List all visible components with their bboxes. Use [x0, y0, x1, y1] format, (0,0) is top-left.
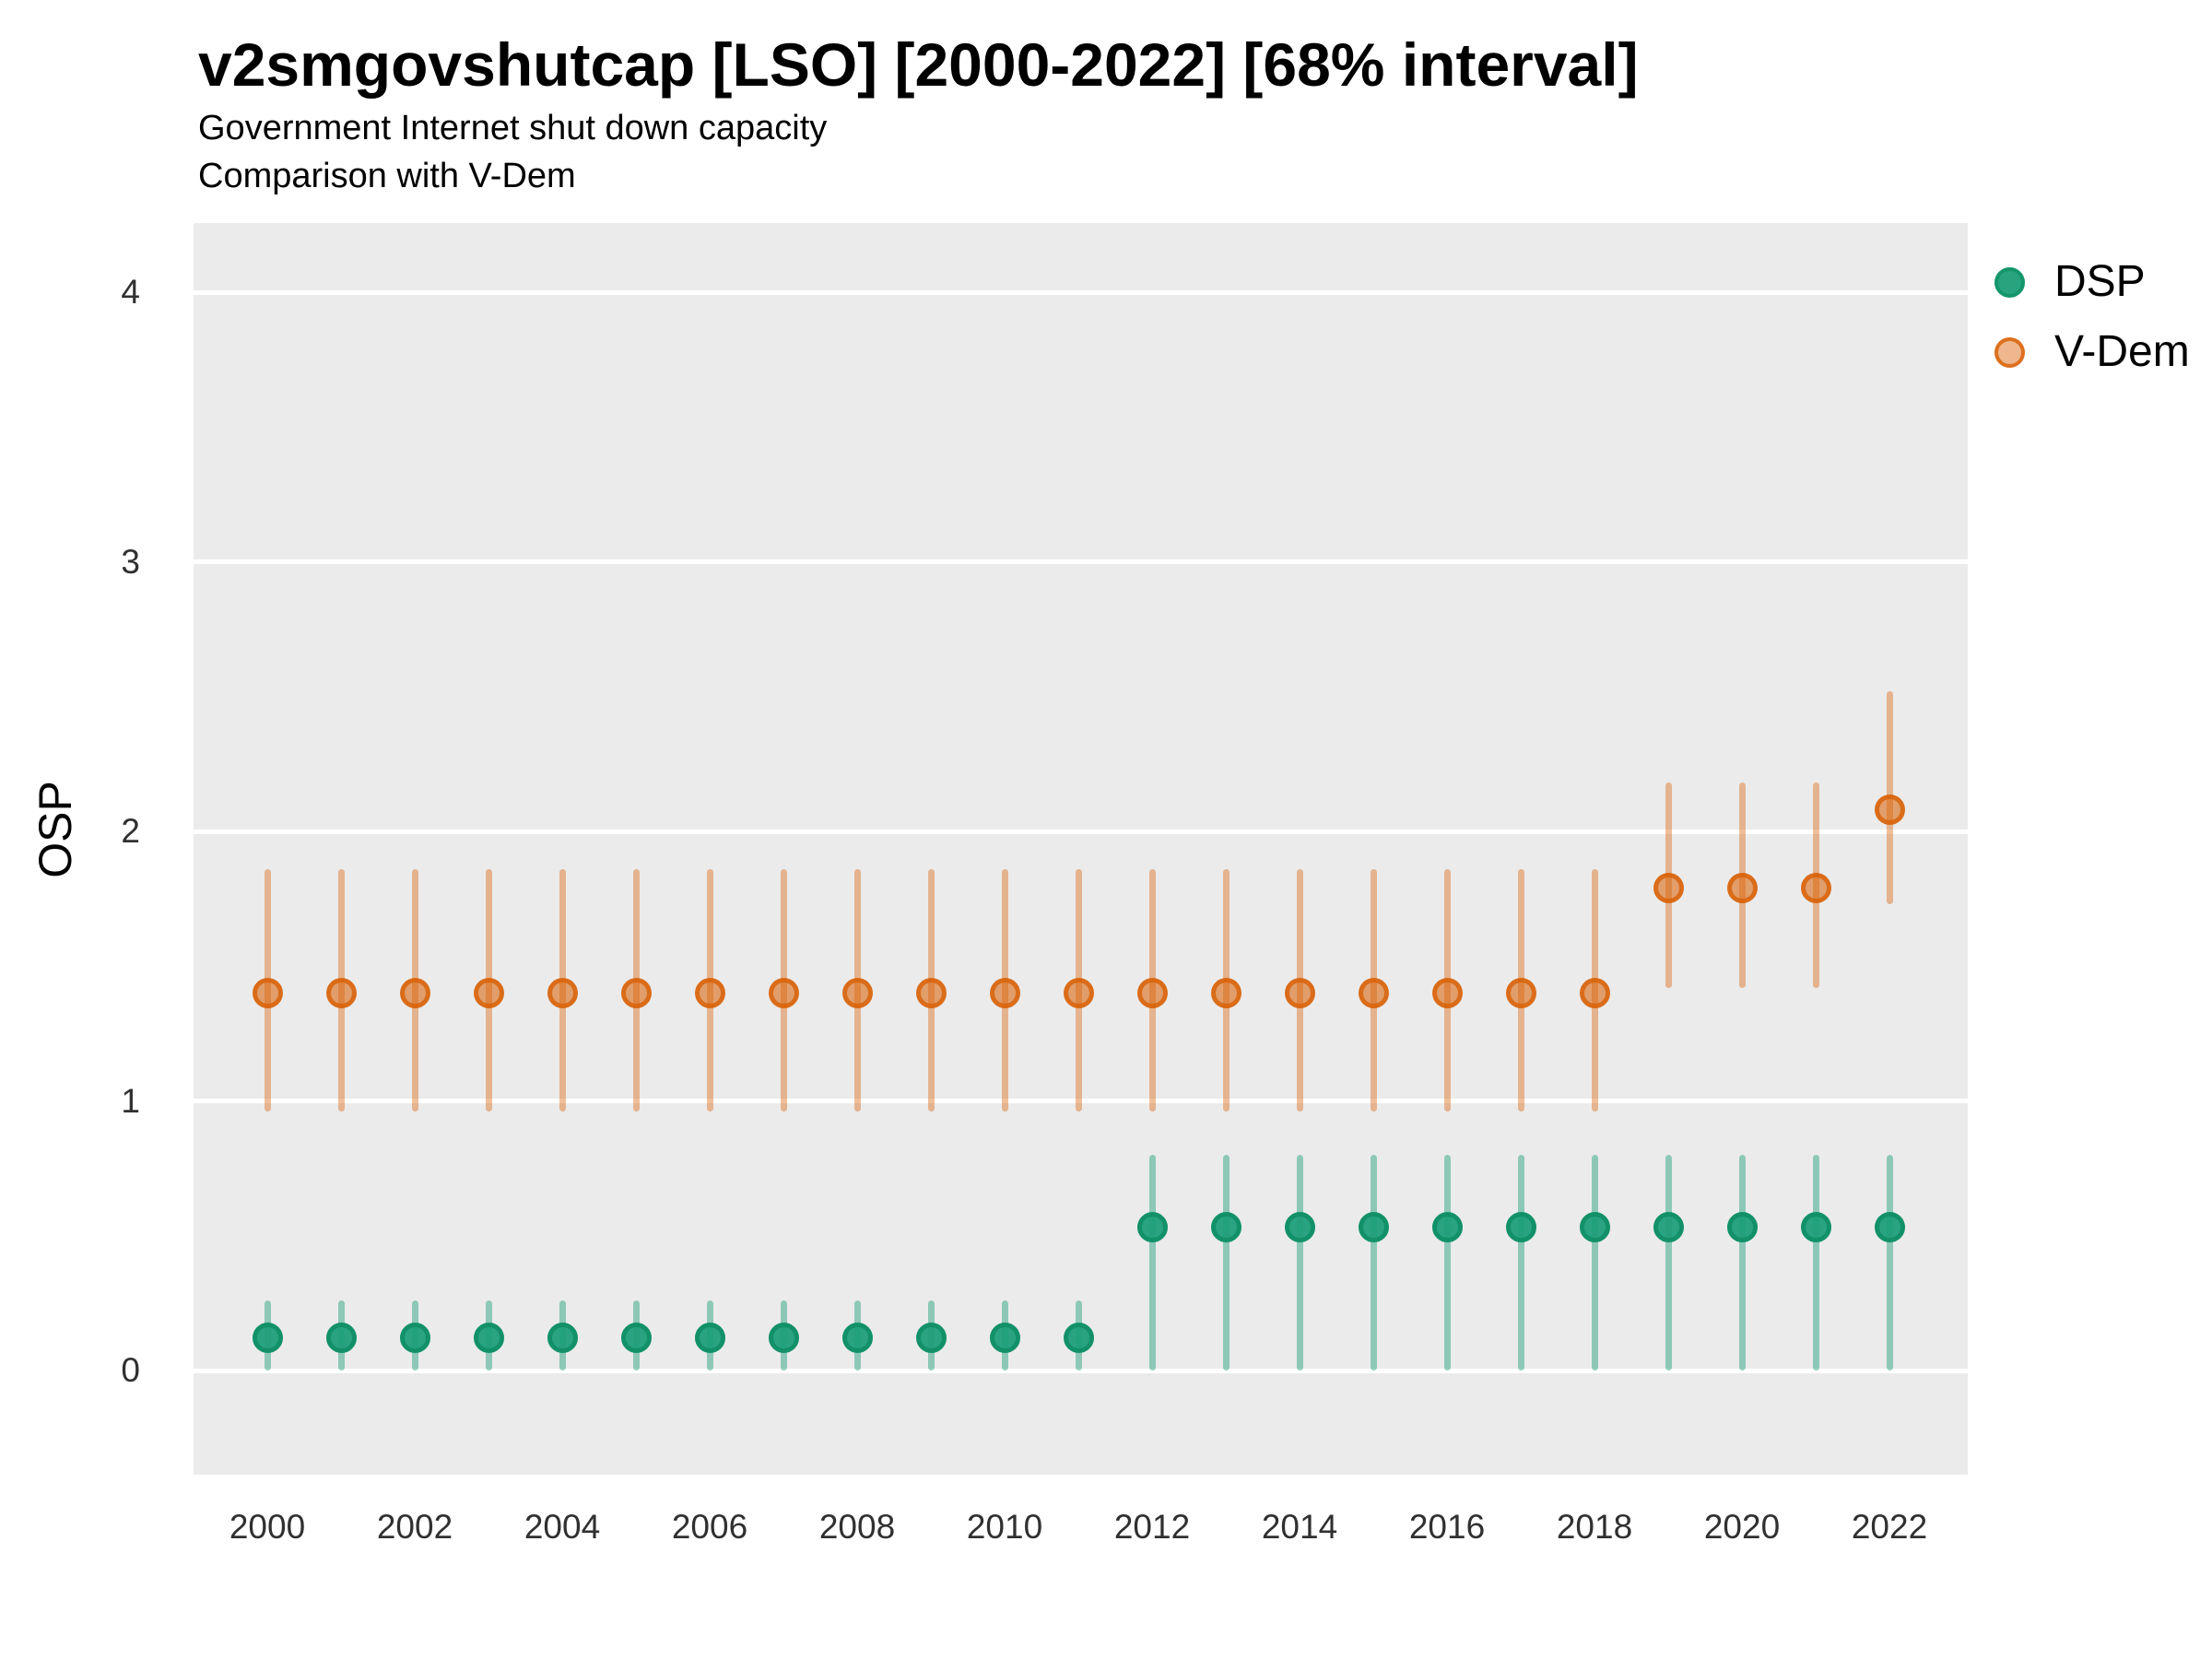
x-tick-label-2002: 2002 — [376, 1508, 453, 1546]
point-dsp-2020 — [1726, 1212, 1758, 1243]
errorbar-dsp-2014 — [1296, 1155, 1303, 1371]
x-tick-label-2012: 2012 — [1113, 1508, 1191, 1546]
y-tick-label-0: 0 — [121, 1351, 140, 1389]
legend-label-vdem: V-Dem — [2054, 327, 2190, 376]
point-dsp-2004 — [547, 1323, 578, 1354]
chart-title: v2smgovshutcap [LSO] [2000-2022] [68% in… — [198, 30, 1639, 99]
point-vdem-2007 — [768, 978, 799, 1008]
errorbar-dsp-2015 — [1370, 1155, 1377, 1371]
point-vdem-2011 — [1063, 978, 1094, 1008]
point-vdem-2003 — [473, 978, 504, 1008]
point-vdem-2006 — [694, 978, 725, 1008]
point-dsp-2006 — [694, 1323, 725, 1354]
point-vdem-2021 — [1800, 872, 1831, 903]
errorbar-dsp-2018 — [1591, 1155, 1598, 1371]
point-vdem-2012 — [1136, 978, 1168, 1008]
x-tick-label-2014: 2014 — [1261, 1508, 1338, 1546]
y-tick-label-3: 3 — [121, 542, 140, 581]
errorbar-dsp-2019 — [1665, 1155, 1672, 1371]
point-dsp-2021 — [1800, 1212, 1831, 1243]
point-dsp-2019 — [1653, 1212, 1684, 1243]
gridline-y-4 — [194, 289, 1968, 295]
legend-item-dsp: DSP — [1994, 260, 2190, 304]
x-tick-label-2004: 2004 — [524, 1508, 601, 1546]
point-dsp-2012 — [1136, 1212, 1168, 1243]
point-vdem-2018 — [1579, 978, 1610, 1008]
point-vdem-2000 — [252, 978, 283, 1008]
point-dsp-2017 — [1505, 1212, 1536, 1243]
errorbar-dsp-2012 — [1148, 1155, 1156, 1371]
x-tick-label-2006: 2006 — [671, 1508, 748, 1546]
point-dsp-2013 — [1210, 1212, 1241, 1243]
point-vdem-2020 — [1726, 872, 1758, 903]
chart-subtitle-line1: Government Internet shut down capacity — [198, 109, 828, 147]
x-tick-label-2018: 2018 — [1556, 1508, 1633, 1546]
point-vdem-2008 — [841, 978, 873, 1008]
point-vdem-2005 — [620, 978, 652, 1008]
point-dsp-2014 — [1284, 1212, 1315, 1243]
point-dsp-2016 — [1431, 1212, 1463, 1243]
point-vdem-2009 — [915, 978, 947, 1008]
gridline-y-0 — [194, 1368, 1968, 1373]
errorbar-dsp-2016 — [1443, 1155, 1451, 1371]
point-vdem-2016 — [1431, 978, 1463, 1008]
x-tick-label-2016: 2016 — [1408, 1508, 1486, 1546]
point-vdem-2017 — [1505, 978, 1536, 1008]
legend-item-vdem: V-Dem — [1994, 330, 2190, 374]
point-vdem-2014 — [1284, 978, 1315, 1008]
gridline-y-2 — [194, 829, 1968, 834]
x-tick-label-2020: 2020 — [1703, 1508, 1781, 1546]
point-vdem-2019 — [1653, 872, 1684, 903]
point-dsp-2005 — [620, 1323, 652, 1354]
point-dsp-2022 — [1874, 1212, 1905, 1243]
point-dsp-2007 — [768, 1323, 799, 1354]
legend-swatch-dsp — [1994, 266, 2025, 298]
point-vdem-2022 — [1874, 794, 1905, 826]
point-vdem-2004 — [547, 978, 578, 1008]
point-dsp-2011 — [1063, 1323, 1094, 1354]
point-vdem-2015 — [1358, 978, 1389, 1008]
point-vdem-2013 — [1210, 978, 1241, 1008]
point-dsp-2015 — [1358, 1212, 1389, 1243]
legend-swatch-vdem — [1994, 336, 2025, 368]
point-dsp-2008 — [841, 1323, 873, 1354]
y-tick-label-1: 1 — [121, 1081, 140, 1120]
errorbar-dsp-2017 — [1517, 1155, 1524, 1371]
legend: DSP V-Dem — [1994, 260, 2190, 374]
point-vdem-2002 — [399, 978, 430, 1008]
plot-panel — [194, 223, 1968, 1475]
point-dsp-2018 — [1579, 1212, 1610, 1243]
point-dsp-2003 — [473, 1323, 504, 1354]
chart-subtitle-line2: Comparison with V-Dem — [198, 157, 576, 195]
y-tick-label-2: 2 — [121, 812, 140, 850]
point-vdem-2010 — [989, 978, 1020, 1008]
y-tick-label-4: 4 — [121, 273, 140, 311]
x-tick-label-2010: 2010 — [966, 1508, 1043, 1546]
point-dsp-2009 — [915, 1323, 947, 1354]
x-tick-label-2000: 2000 — [229, 1508, 306, 1546]
errorbar-dsp-2013 — [1222, 1155, 1230, 1371]
point-dsp-2000 — [252, 1323, 283, 1354]
point-dsp-2010 — [989, 1323, 1020, 1354]
point-vdem-2001 — [325, 978, 357, 1008]
point-dsp-2001 — [325, 1323, 357, 1354]
point-dsp-2002 — [399, 1323, 430, 1354]
legend-label-dsp: DSP — [2054, 257, 2146, 306]
errorbar-dsp-2022 — [1886, 1155, 1893, 1371]
errorbar-dsp-2020 — [1738, 1155, 1746, 1371]
x-tick-label-2022: 2022 — [1851, 1508, 1928, 1546]
gridline-y-3 — [194, 559, 1968, 564]
x-tick-label-2008: 2008 — [818, 1508, 896, 1546]
gridline-y-1 — [194, 1099, 1968, 1103]
errorbar-dsp-2021 — [1812, 1155, 1819, 1371]
